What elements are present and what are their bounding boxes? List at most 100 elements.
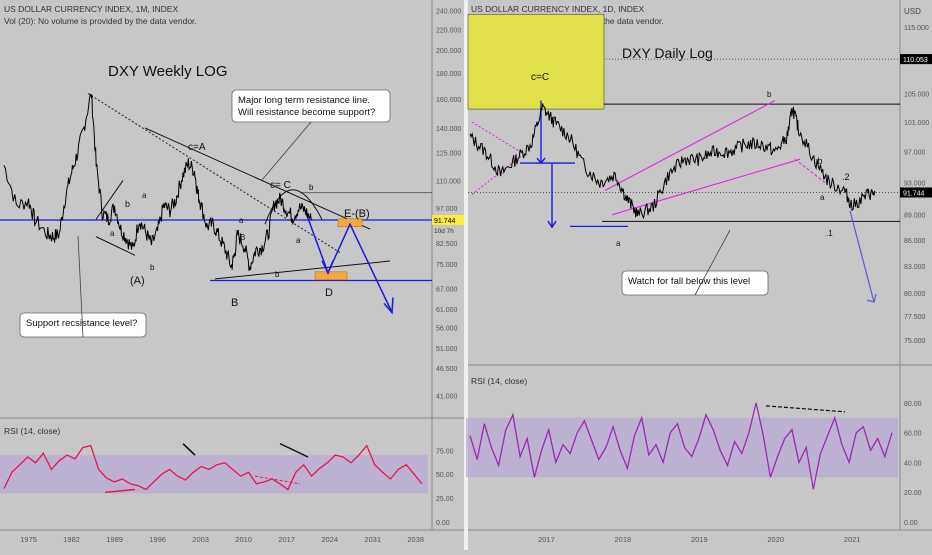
right-dashed-short: [794, 158, 826, 183]
left-triangle-bottom: [95, 236, 136, 256]
right-arrow-head: [547, 220, 557, 229]
right-reference-price: 110.053: [903, 57, 928, 64]
left-x-tick-label: 1982: [63, 535, 80, 544]
analysis-drawings: Major long term resistance line.Will res…: [0, 13, 932, 494]
right-y-tick-label: 97.000: [904, 150, 926, 157]
left-rsi-peak-mark: [182, 443, 196, 456]
left-resistance-callout: Major long term resistance line.Will res…: [231, 89, 391, 181]
left-wave-label: B: [240, 233, 245, 242]
left-resistance-line: [144, 127, 371, 230]
left-resistance-callout-pointer: [261, 121, 312, 181]
right-wave-label: a: [616, 239, 621, 248]
right-y-tick-label: 93.000: [904, 181, 926, 188]
right-projection-arrow: [849, 210, 875, 303]
left-y-tick-label: 200.000: [436, 48, 461, 55]
right-channel-lower: [611, 158, 801, 216]
left-price-axis: 240.000 220.000 200.000 180.000 160.000 140.0…: [436, 8, 461, 400]
panel-separator: [464, 0, 468, 550]
left-x-tick-label: 2031: [364, 535, 381, 544]
left-wave-label: a: [296, 236, 301, 245]
right-y-tick-label: 115.000: [904, 25, 929, 32]
left-rsi-tick-label: 25.00: [436, 496, 454, 503]
left-rsi-band: [0, 455, 428, 494]
left-rsi-label: RSI (14, close): [4, 426, 60, 436]
left-y-tick-label: 140.000: [436, 126, 461, 133]
right-rsi-tick-label: 60.00: [904, 431, 922, 438]
right-y-tick-label: 89.000: [904, 213, 926, 220]
left-y-tick-label: 97.000: [436, 206, 458, 213]
right-wave-label: .2: [842, 172, 850, 182]
right-time-axis: 2017 2018 2019 2020 2021: [538, 535, 860, 544]
left-y-tick-label: 82.500: [436, 241, 458, 248]
left-y-tick-label: 41.000: [436, 393, 458, 400]
left-chart-title: DXY Weekly LOG: [108, 63, 228, 80]
left-x-tick-label: 2010: [235, 535, 252, 544]
right-rsi-divergence: [765, 405, 846, 413]
right-header-title: US DOLLAR CURRENCY INDEX, 1D, INDEX: [471, 4, 645, 14]
left-support-line: [214, 260, 391, 280]
left-x-tick-label: 2017: [278, 535, 295, 544]
left-y-tick-label: 61.000: [436, 307, 458, 314]
right-rsi-label: RSI (14, close): [471, 376, 527, 386]
right-watch-callout: Watch for fall below this level: [621, 229, 769, 296]
left-wave-label: c= C: [270, 180, 291, 191]
annotation-labels: 91.744 10d 7h c=A c= C E-(B) (A) B Da b a b a b a b B 91…: [110, 57, 928, 309]
left-resistance-callout-text: Major long term resistance line.: [238, 95, 370, 106]
right-rsi-tick-label: 80.00: [904, 401, 922, 408]
right-x-tick-label: 2021: [844, 535, 861, 544]
right-channel-upper: [604, 100, 776, 191]
left-header-title: US DOLLAR CURRENCY INDEX, 1M, INDEX: [4, 4, 178, 14]
right-price-line: [469, 103, 876, 220]
left-x-tick-label: 2003: [192, 535, 209, 544]
right-price-axis: 115.000 105.000 101.000 97.000 93.000 89.000 8…: [904, 25, 929, 345]
right-rsi-line: [469, 402, 893, 490]
left-arrow-head-d: [321, 260, 334, 275]
left-wave-label: c=A: [188, 142, 206, 153]
right-x-tick-label: 2020: [767, 535, 784, 544]
right-ref-tag-bg: [900, 54, 932, 65]
left-y-tick-label: 220.000: [436, 27, 461, 34]
left-y-tick-label: 110.000: [436, 178, 461, 185]
right-arrow-head-upper: [536, 157, 546, 165]
left-wave-label: B: [231, 297, 238, 309]
right-rsi-tick-label: 0.00: [904, 520, 918, 527]
right-currency-label: USD: [904, 7, 921, 16]
right-current-price: 91.744: [903, 190, 925, 197]
right-rsi-axis: 80.00 60.00 40.00 20.00 0.00: [904, 401, 922, 527]
left-rsi-tick-label: 50.00: [436, 472, 454, 479]
left-y-tick-label: 46.500: [436, 366, 458, 373]
left-rsi-divergence: [279, 443, 309, 458]
left-price-line: [3, 93, 312, 271]
left-x-tick-label: 1989: [106, 535, 123, 544]
right-y-tick-label: 101.000: [904, 120, 929, 127]
left-support-callout-text: Support recsistance level?: [26, 318, 137, 329]
left-triangle-top: [95, 180, 124, 220]
left-rsi-line: [3, 444, 423, 491]
left-y-tick-label: 51.000: [436, 346, 458, 353]
left-countdown: 10d 7h: [434, 228, 454, 235]
right-rsi-tick-label: 40.00: [904, 460, 922, 467]
right-x-tick-label: 2019: [691, 535, 708, 544]
right-dashed-upper: [471, 121, 521, 153]
right-y-tick-label: 105.000: [904, 92, 929, 99]
left-price-pane: [0, 0, 432, 418]
left-x-tick-label: 1996: [149, 535, 166, 544]
left-rsi-tick-label: 75.00: [436, 448, 454, 455]
left-rsi-axis: 75.00 50.00 25.00 0.00: [436, 448, 454, 527]
right-chart-title: DXY Daily Log: [622, 45, 713, 61]
left-y-tick-label: 67.000: [436, 286, 458, 293]
left-y-tick-label: 180.000: [436, 71, 461, 78]
left-y-tick-label: 160.000: [436, 97, 461, 104]
left-y-tick-label: 75.000: [436, 262, 458, 269]
right-y-tick-label: 77.500: [904, 314, 926, 321]
left-header-volume: Vol (20): No volume is provided by the d…: [4, 16, 197, 26]
left-wave-label: b: [275, 270, 280, 279]
right-rsi-band: [466, 417, 898, 478]
right-dashed-lower: [471, 155, 523, 195]
left-wave-label: D: [325, 287, 333, 299]
right-y-tick-label: 75.000: [904, 338, 926, 345]
left-wave-label: E-(B): [344, 208, 370, 220]
left-wave-label: (A): [130, 275, 145, 287]
